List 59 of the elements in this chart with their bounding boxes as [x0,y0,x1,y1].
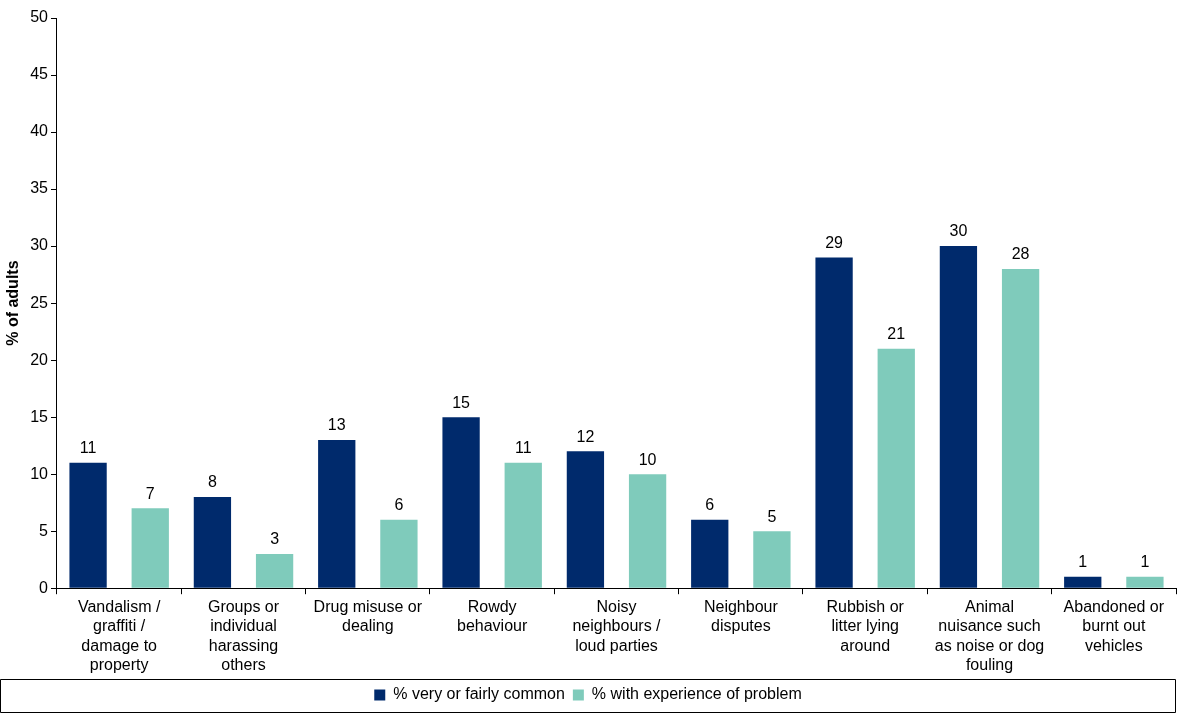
y-tick-label: 35 [30,179,49,197]
data-label: 6 [705,496,715,514]
bar [939,246,978,588]
data-label: 11 [514,439,532,457]
x-tick-label: Neighbour disputes [703,598,779,635]
data-label: 30 [949,222,968,240]
x-tick-label: Animal nuisance such as noise or dog fouling [934,598,1045,673]
data-label: 1 [1140,553,1150,571]
bar [877,348,915,588]
data-label: 1 [1078,553,1088,571]
x-tick-label: Abandoned or burnt out vehicles [1063,598,1165,654]
bar [318,439,356,588]
data-label: 21 [887,325,906,343]
bar [1064,576,1102,588]
y-tick-label: 15 [30,407,49,425]
y-tick-label: 5 [39,521,49,539]
data-label: 7 [145,484,155,502]
data-label: 10 [638,450,657,468]
y-tick-label: 45 [30,65,49,83]
bar [131,508,169,588]
y-tick-label: 25 [30,293,49,311]
data-label: 12 [576,427,595,445]
data-label: 15 [452,393,471,411]
y-axis-title: % of adults [4,260,22,346]
x-tick-label: Noisy neighbours / loud parties [572,598,662,654]
y-tick-label: 50 [30,8,49,26]
y-tick-label: 0 [39,578,49,596]
bar [691,519,729,588]
bar [628,474,667,588]
bar [380,519,418,588]
data-label: 13 [327,416,346,434]
bar [815,257,853,588]
x-tick-label: Groups or individual harassing others [207,598,280,673]
x-tick-label: Rubbish or litter lying around [826,598,905,654]
bar [1001,268,1040,588]
data-label: 28 [1011,245,1030,263]
data-label: 6 [394,496,404,514]
data-label: 8 [207,473,217,491]
legend-label: % very or fairly common [393,685,565,703]
bar [1126,576,1164,588]
bar [69,462,107,588]
data-label: 11 [79,439,97,457]
data-label: 29 [825,233,844,251]
bar [193,496,232,588]
y-tick-label: 10 [30,464,49,482]
data-label: 5 [767,507,777,525]
bar [504,462,542,588]
y-tick-label: 20 [30,350,49,368]
y-tick-label: 30 [30,236,49,254]
bar [566,451,605,588]
x-tick-label: Vandalism / graffiti / damage to property [77,598,161,673]
bar [255,553,294,588]
data-label: 3 [270,530,280,548]
y-tick-label: 40 [30,122,49,140]
bar [442,417,480,588]
bar [753,531,791,588]
x-tick-label: Drug misuse or dealing [313,598,423,635]
x-tick-label: Rowdy behaviour [457,598,528,635]
legend-label: % with experience of problem [591,685,802,703]
